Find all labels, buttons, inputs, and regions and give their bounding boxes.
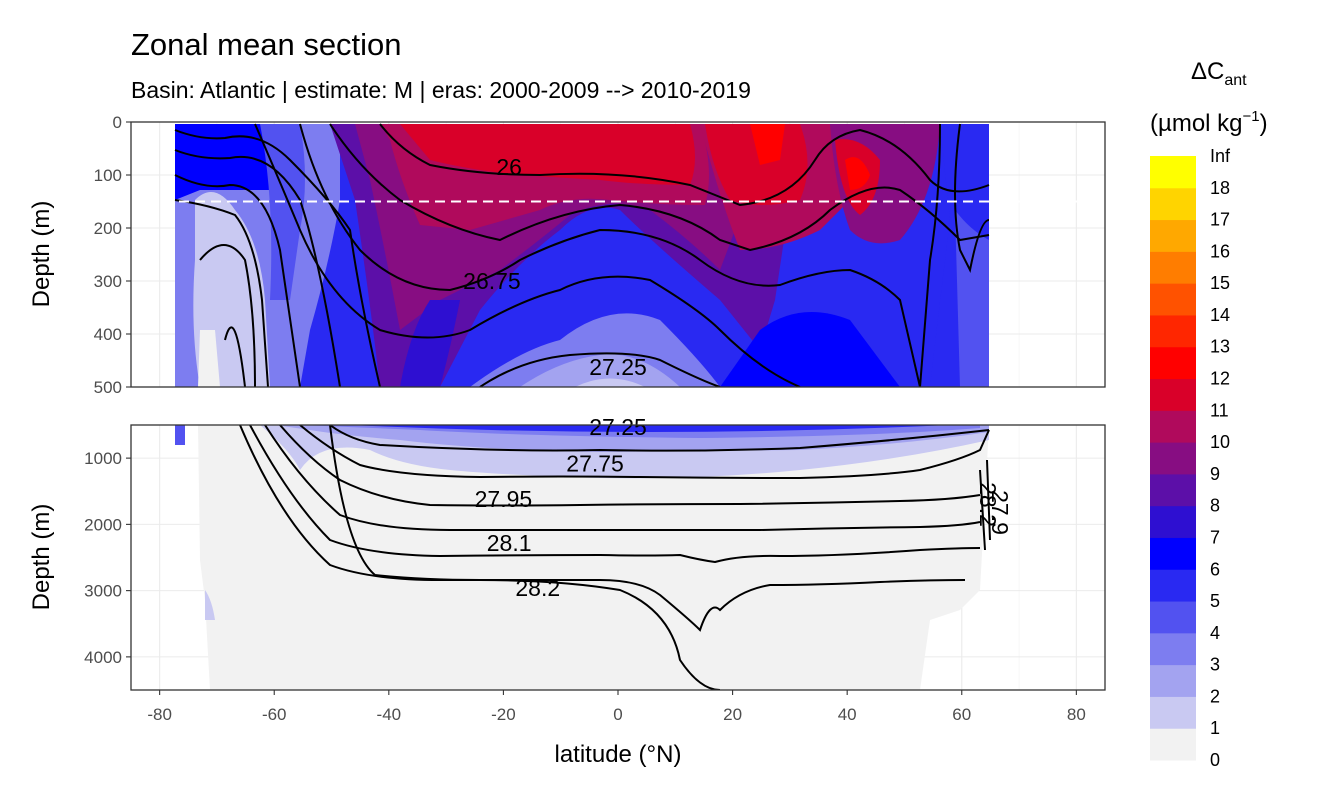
legend-title: ΔCant <box>1191 58 1247 89</box>
legend-label: 9 <box>1210 464 1220 484</box>
upper-y-axis-ticks: 0 100 200 300 400 500 <box>94 113 131 397</box>
isopycnal-label: 27.95 <box>475 486 533 512</box>
x-tick-label: -20 <box>491 705 516 724</box>
lower-delta-cant-field <box>175 425 989 690</box>
upper-panel: 26 26.75 27.25 0 100 200 300 400 500 <box>94 113 1106 397</box>
legend-label: Inf <box>1210 146 1231 166</box>
legend-label: 7 <box>1210 527 1220 547</box>
legend-label: 11 <box>1210 400 1229 420</box>
x-tick-label: 60 <box>952 705 971 724</box>
legend-label: 15 <box>1210 273 1230 293</box>
x-tick-label: 20 <box>723 705 742 724</box>
lower-isopycnal-lines <box>239 425 991 690</box>
upper-panel-border <box>130 121 1106 388</box>
y-tick-label: 100 <box>94 166 122 185</box>
isopycnal-label: 27.25 <box>589 354 647 380</box>
legend-swatch <box>1150 632 1196 666</box>
legend-label: 18 <box>1210 178 1230 198</box>
isopycnal-label: 28.1 <box>487 530 532 556</box>
legend-label: 4 <box>1210 623 1220 643</box>
legend-label: 17 <box>1210 210 1230 230</box>
y-tick-label: 200 <box>94 219 122 238</box>
legend-unit-sup: −1 <box>1243 108 1260 125</box>
isopycnal-label: 28.2 <box>515 575 560 601</box>
legend-swatch <box>1150 251 1196 284</box>
y-tick-label: 3000 <box>84 582 122 601</box>
y-tick-label: 1000 <box>84 449 122 468</box>
y-tick-label: 4000 <box>84 648 122 667</box>
x-tick-label: 80 <box>1067 705 1086 724</box>
chart-subtitle: Basin: Atlantic | estimate: M | eras: 20… <box>131 77 751 103</box>
chart-title: Zonal mean section <box>131 27 402 62</box>
x-tick-label: -80 <box>147 705 172 724</box>
legend-label: 3 <box>1210 655 1220 675</box>
legend-swatch <box>1150 156 1196 189</box>
legend-label: 13 <box>1210 337 1230 357</box>
legend-label: 2 <box>1210 686 1220 706</box>
x-tick-label: 40 <box>838 705 857 724</box>
upper-delta-cant-field <box>175 124 989 387</box>
x-axis-label: latitude (°N) <box>555 741 682 768</box>
y-axis-label-lower: Depth (m) <box>28 504 55 611</box>
legend-title-main: ΔC <box>1191 58 1224 85</box>
legend-swatch <box>1150 473 1196 507</box>
x-axis-ticks: -80 -60 -40 -20 0 20 40 60 80 <box>147 690 1086 724</box>
legend-swatch <box>1150 505 1196 538</box>
upper-isopycnal-labels: 26 26.75 27.25 <box>463 154 647 380</box>
legend-swatches <box>1150 156 1196 761</box>
legend-swatch <box>1150 442 1196 475</box>
legend-label: 10 <box>1210 432 1230 452</box>
y-tick-label: 300 <box>94 272 122 291</box>
legend-swatch <box>1150 314 1196 348</box>
legend-label: 16 <box>1210 241 1230 261</box>
legend-label: 1 <box>1210 718 1220 738</box>
x-tick-label: -60 <box>262 705 287 724</box>
y-tick-label: 2000 <box>84 515 122 534</box>
legend-swatch <box>1150 569 1196 602</box>
y-tick-label: 400 <box>94 325 122 344</box>
legend-swatch <box>1150 378 1196 411</box>
lower-y-axis-ticks: 1000 2000 3000 4000 <box>84 449 131 667</box>
legend-swatch <box>1150 664 1196 697</box>
legend-unit-close: ) <box>1260 110 1268 137</box>
legend-label: 6 <box>1210 559 1220 579</box>
legend-unit-text: (µmol kg <box>1150 110 1243 137</box>
legend-swatch <box>1150 601 1196 634</box>
y-tick-label: 0 <box>113 113 122 132</box>
upper-isopycnal-lines <box>174 123 990 387</box>
legend-label: 12 <box>1210 369 1230 389</box>
colorbar-legend: ΔCant (µmol kg−1) 0123456789101112131415… <box>1150 58 1268 770</box>
legend-title-sub: ant <box>1224 72 1247 89</box>
y-tick-label: 500 <box>94 378 122 397</box>
legend-label: 5 <box>1210 591 1220 611</box>
legend-swatch <box>1150 537 1196 570</box>
legend-swatch <box>1150 283 1196 316</box>
isopycnal-label: 26.75 <box>463 268 521 294</box>
y-axis-label-upper: Depth (m) <box>28 201 55 308</box>
legend-swatch <box>1150 410 1196 443</box>
legend-unit: (µmol kg−1) <box>1150 108 1268 137</box>
legend-swatch <box>1150 219 1196 252</box>
legend-swatch <box>1150 696 1196 729</box>
legend-label: 8 <box>1210 496 1220 516</box>
legend-swatch <box>1150 187 1196 221</box>
legend-label: 0 <box>1210 750 1220 770</box>
isopycnal-label: 27.75 <box>566 450 624 476</box>
isopycnal-label: 28.2 <box>975 482 1001 527</box>
x-tick-label: 0 <box>613 705 622 724</box>
legend-label: 14 <box>1210 305 1230 325</box>
legend-swatch <box>1150 728 1196 761</box>
x-tick-label: -40 <box>377 705 402 724</box>
isopycnal-label: 26 <box>496 154 522 180</box>
legend-swatch <box>1150 346 1196 380</box>
isopycnal-label: 27.9 <box>987 490 1013 535</box>
isopycnal-label: 27.25 <box>589 414 647 440</box>
